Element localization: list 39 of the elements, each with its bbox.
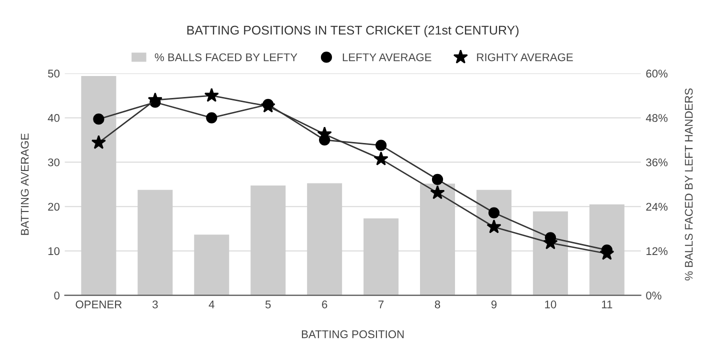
y-tick-label: 0	[54, 292, 60, 300]
y2-axis-title: % BALLS FACED BY LEFT HANDERS	[684, 88, 693, 280]
y2-tick-label: 60%	[646, 70, 668, 78]
y-axis-title: BATTING AVERAGE	[20, 133, 29, 235]
y2-tick-label: 48%	[646, 114, 668, 122]
bar	[589, 204, 624, 296]
bar	[307, 183, 342, 296]
y2-tick-label: 36%	[646, 158, 668, 166]
y-tick-label: 40	[48, 114, 60, 122]
legend-label: RIGHTY AVERAGE	[477, 53, 573, 62]
y2-tick-label: 0%	[646, 292, 662, 300]
x-tick-label: 6	[322, 300, 328, 308]
x-tick-label: 9	[491, 300, 497, 308]
bar	[81, 76, 116, 296]
x-tick-label: OPENER	[76, 300, 122, 308]
bar	[420, 184, 456, 296]
legend-label: LEFTY AVERAGE	[342, 53, 432, 62]
legend-label: % BALLS FACED BY LEFTY	[154, 53, 298, 62]
y2-tick-label: 24%	[646, 202, 668, 211]
y2-tick-label: 12%	[646, 247, 668, 256]
chart-title: BATTING POSITIONS IN TEST CRICKET (21st CENTURY)	[187, 25, 519, 38]
y-tick-label: 30	[48, 158, 60, 166]
bar	[250, 185, 286, 296]
x-tick-label: 7	[378, 300, 384, 308]
x-tick-label: 4	[208, 300, 214, 308]
x-tick-label: 8	[434, 300, 440, 308]
bar	[364, 218, 399, 296]
bar	[194, 234, 230, 296]
bar	[476, 190, 512, 296]
y-tick-label: 20	[48, 202, 60, 211]
y-tick-label: 10	[48, 247, 60, 256]
x-axis-title: BATTING POSITION	[302, 330, 404, 338]
y-tick-label: 50	[48, 70, 60, 78]
x-tick-label: 5	[265, 300, 271, 308]
x-tick-label: 10	[545, 300, 556, 308]
bar	[138, 190, 173, 296]
x-tick-label: 11	[602, 300, 612, 308]
bar	[532, 211, 568, 296]
x-tick-label: 3	[152, 300, 158, 308]
